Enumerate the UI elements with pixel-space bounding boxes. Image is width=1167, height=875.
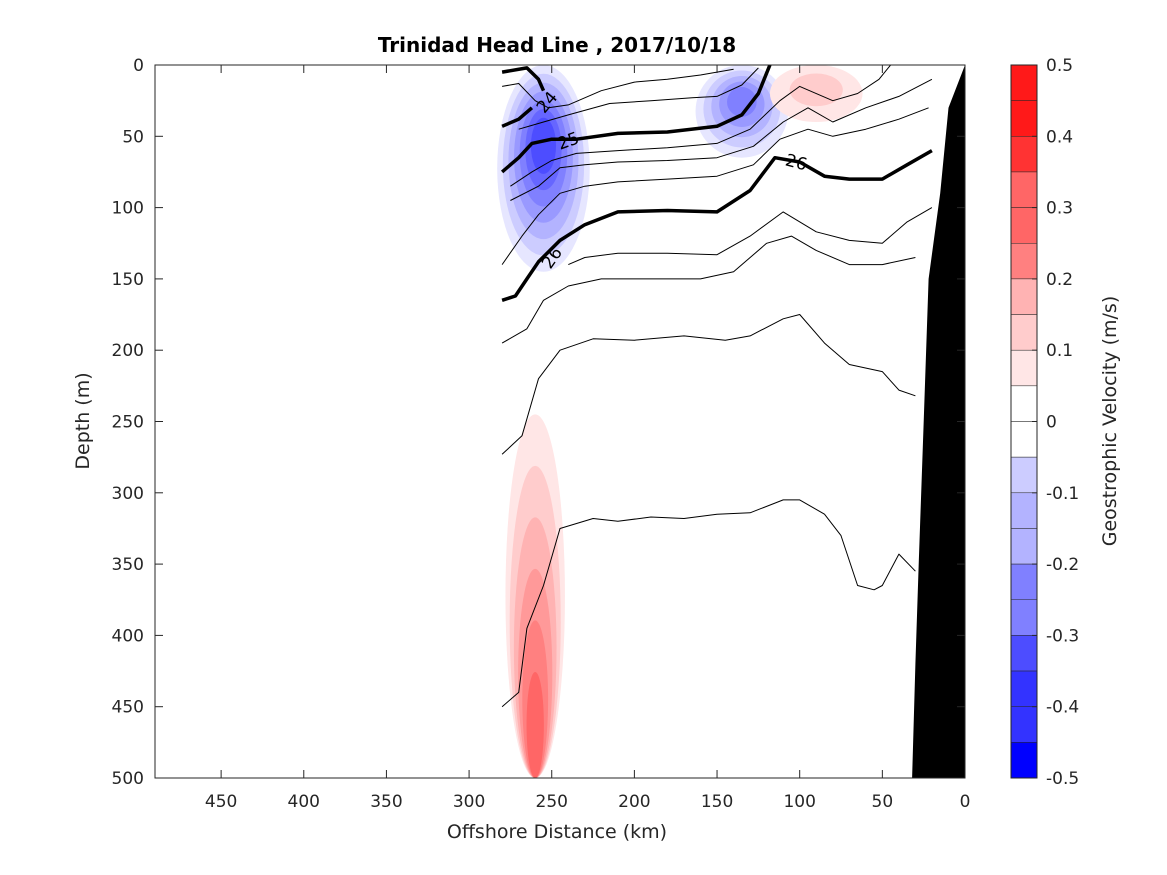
colorbar-tick-label: -0.3 <box>1046 626 1079 646</box>
density-contour-5 <box>500 65 772 174</box>
colorbar-segment <box>1010 421 1038 458</box>
y-tick-label: 200 <box>112 341 144 361</box>
density-contour-2 <box>502 68 734 109</box>
y-tick-label: 400 <box>112 626 144 646</box>
density-contour-9 <box>501 107 929 265</box>
velocity-feature-1 <box>497 65 590 272</box>
x-tick-label: 400 <box>288 792 320 812</box>
colorbar-tick-label: 0 <box>1046 413 1057 433</box>
x-tick-label: 150 <box>701 792 733 812</box>
colorbar-segment <box>1010 278 1038 315</box>
y-tick-label: 350 <box>112 555 144 575</box>
y-tick-label: 300 <box>112 484 144 504</box>
y-tick-label: 500 <box>112 769 144 789</box>
x-tick-label: 50 <box>872 792 894 812</box>
colorbar-segment <box>1010 492 1038 529</box>
y-tick-label: 250 <box>112 413 144 433</box>
colorbar-tick-label: -0.1 <box>1046 484 1079 504</box>
colorbar-segment <box>1010 706 1038 743</box>
colorbar-label: Geostrophic Velocity (m/s) <box>1099 296 1121 546</box>
bathymetry-layer <box>912 65 965 778</box>
x-tick-label: 300 <box>453 792 485 812</box>
y-tick-label: 0 <box>133 56 144 76</box>
colorbar-tick-label: -0.5 <box>1046 769 1079 789</box>
y-tick-label: 450 <box>112 698 144 718</box>
colorbar-segment <box>1010 599 1038 636</box>
y-tick-label: 50 <box>122 127 144 147</box>
x-tick-label: 100 <box>783 792 815 812</box>
colorbar-segment <box>1010 100 1038 137</box>
colorbar-segment <box>1010 314 1038 351</box>
colorbar-tick-label: 0.4 <box>1046 127 1073 147</box>
x-tick-label: 200 <box>618 792 650 812</box>
velocity-level-7 <box>530 117 557 174</box>
density-contour-4 <box>518 67 759 130</box>
density-contour-7 <box>510 78 933 201</box>
density-contour-3 <box>501 106 534 128</box>
x-tick-label: 0 <box>960 792 971 812</box>
y-tick-label: 100 <box>112 199 144 219</box>
colorbar: 0.5 0.4 0.3 0.2 0.1 0 -0.1 -0.2 -0.3 -0.4 -0.5 <box>1010 56 1079 789</box>
density-contour-10 <box>568 207 933 266</box>
density-contour-8 <box>501 149 933 302</box>
colorbar-segment <box>1010 456 1038 494</box>
colorbar-tick-label: 0.5 <box>1046 56 1073 76</box>
colorbar-segment <box>1010 528 1038 565</box>
x-tick-label: 450 <box>205 792 237 812</box>
velocity-feature-4 <box>505 414 565 778</box>
x-tick-label: 250 <box>536 792 568 812</box>
colorbar-segment <box>1010 635 1038 672</box>
colorbar-tick-label: -0.2 <box>1046 555 1079 575</box>
y-axis-label: Depth (m) <box>72 372 94 469</box>
density-contour-6 <box>510 65 891 187</box>
colorbar-segment <box>1010 64 1038 101</box>
density-contour-11 <box>501 235 916 344</box>
colorbar-tick-label: 0.2 <box>1046 270 1073 290</box>
y-axis-ticks: 0 50 100 150 200 250 300 350 400 450 500 <box>112 56 965 789</box>
colorbar-segment <box>1010 385 1038 422</box>
colorbar-tick-label: 0.1 <box>1046 341 1073 361</box>
velocity-field <box>497 65 863 778</box>
density-contours <box>500 65 933 708</box>
y-tick-label: 150 <box>112 270 144 290</box>
colorbar-segment <box>1010 349 1038 387</box>
x-tick-label: 350 <box>370 792 402 812</box>
colorbar-segment <box>1010 207 1038 244</box>
colorbar-tick-label: 0.3 <box>1046 199 1073 219</box>
velocity-level-2 <box>789 73 843 107</box>
bathymetry <box>912 65 965 778</box>
velocity-level-5 <box>727 87 757 117</box>
colorbar-segment <box>1010 742 1038 779</box>
x-axis-label: Offshore Distance (km) <box>447 821 667 843</box>
density-contour-13 <box>501 499 916 708</box>
x-axis-ticks: 450 400 350 300 250 200 150 100 50 0 <box>205 65 971 812</box>
chart-title: Trinidad Head Line , 2017/10/18 <box>378 33 736 57</box>
velocity-level-6 <box>526 671 544 778</box>
colorbar-segment <box>1010 563 1038 600</box>
colorbar-segment <box>1010 136 1038 173</box>
colorbar-segment <box>1010 670 1038 707</box>
density-contour-12 <box>501 314 916 455</box>
density-contour-1 <box>501 66 546 92</box>
colorbar-tick-label: -0.4 <box>1046 698 1079 718</box>
colorbar-segment <box>1010 171 1038 208</box>
colorbar-segment <box>1010 243 1038 280</box>
